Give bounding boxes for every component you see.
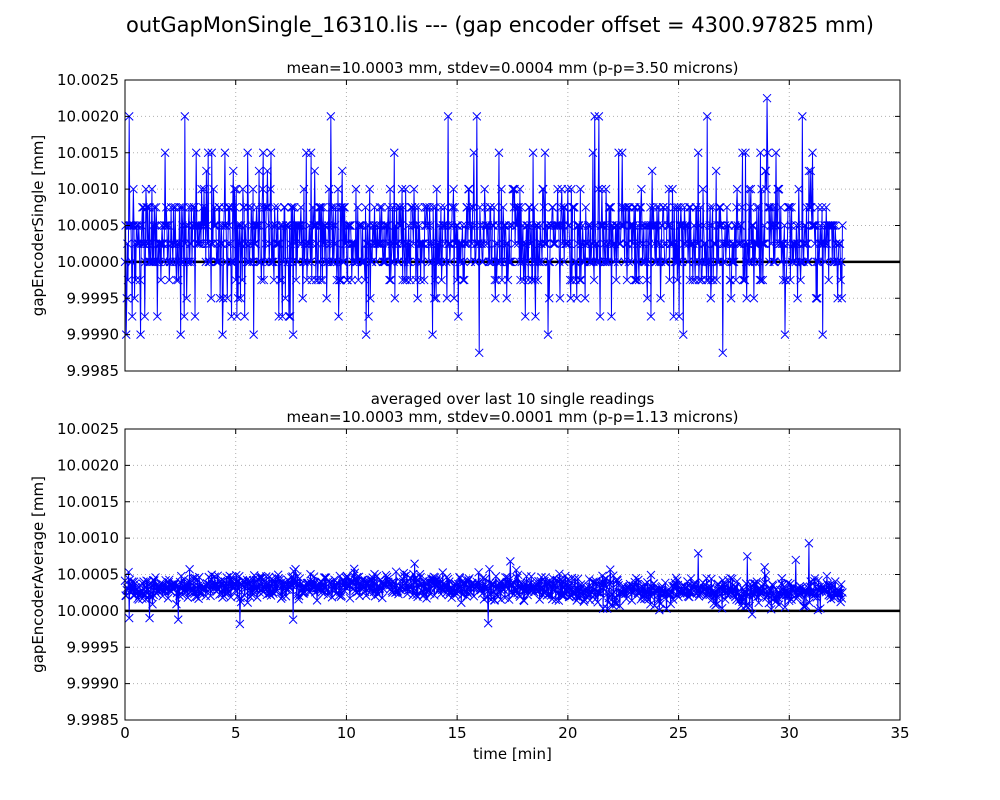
bottom-chart-title-line: mean=10.0003 mm, stdev=0.0001 mm (p-p=1.… [286,408,738,426]
top-y-axis-label: gapEncoderSingle [mm] [29,135,47,316]
bottom-y-tick-label: 10.0010 [57,529,119,547]
top-y-tick-label: 10.0020 [57,107,119,125]
bottom-x-tick-label: 10 [337,724,356,742]
top-chart-grid [125,80,900,371]
bottom-y-tick-label: 10.0020 [57,456,119,474]
bottom-x-tick-label: 0 [120,724,130,742]
top-y-tick-label: 10.0025 [57,71,119,89]
bottom-chart-grid [125,429,900,720]
bottom-chart-title: averaged over last 10 single readingsmea… [286,390,738,426]
top-y-tick-label: 10.0000 [57,253,119,271]
top-chart-title-line: mean=10.0003 mm, stdev=0.0004 mm (p-p=3.… [286,59,738,77]
top-y-tick-label: 9.9985 [67,362,120,380]
top-chart-title: mean=10.0003 mm, stdev=0.0004 mm (p-p=3.… [286,59,738,77]
bottom-series-markers [120,538,847,629]
bottom-x-tick-label: 5 [231,724,241,742]
bottom-chart-ticks: 0 5 10 15 20 25 30 35 9.9985 9.9990 9.9995 10.0000 1… [57,420,910,742]
bottom-y-axis-label: gapEncoderAverage [mm] [29,476,47,673]
top-y-tick-label: 10.0005 [57,217,119,235]
top-chart: 9.9985 9.9990 9.9995 10.0000 10.0005 10.0010 1… [29,59,901,380]
bottom-chart-title-line: averaged over last 10 single readings [371,390,655,408]
top-y-tick-label: 10.0010 [57,180,119,198]
top-chart-ticks: 9.9985 9.9990 9.9995 10.0000 10.0005 10.0010 1… [57,71,901,380]
figure-suptitle: outGapMonSingle_16310.lis --- (gap encod… [126,13,874,38]
bottom-y-tick-label: 10.0005 [57,566,119,584]
top-series-line [124,98,843,353]
bottom-y-tick-label: 10.0015 [57,493,119,511]
bottom-y-tick-label: 10.0025 [57,420,119,438]
top-y-tick-label: 9.9990 [67,326,120,344]
bottom-x-tick-label: 35 [890,724,909,742]
bottom-x-tick-label: 20 [558,724,577,742]
bottom-x-axis-label: time [min] [473,745,552,763]
bottom-x-tick-label: 30 [780,724,799,742]
bottom-y-tick-label: 9.9985 [67,711,120,729]
bottom-x-tick-label: 15 [448,724,467,742]
top-y-tick-label: 9.9995 [67,289,120,307]
bottom-y-tick-label: 9.9990 [67,675,120,693]
bottom-x-tick-label: 25 [669,724,688,742]
top-y-tick-label: 10.0015 [57,144,119,162]
bottom-y-tick-label: 9.9995 [67,638,120,656]
bottom-chart: 0 5 10 15 20 25 30 35 9.9985 9.9990 9.9995 10.0000 1… [29,390,910,763]
top-series-markers [120,93,847,358]
bottom-y-tick-label: 10.0000 [57,602,119,620]
